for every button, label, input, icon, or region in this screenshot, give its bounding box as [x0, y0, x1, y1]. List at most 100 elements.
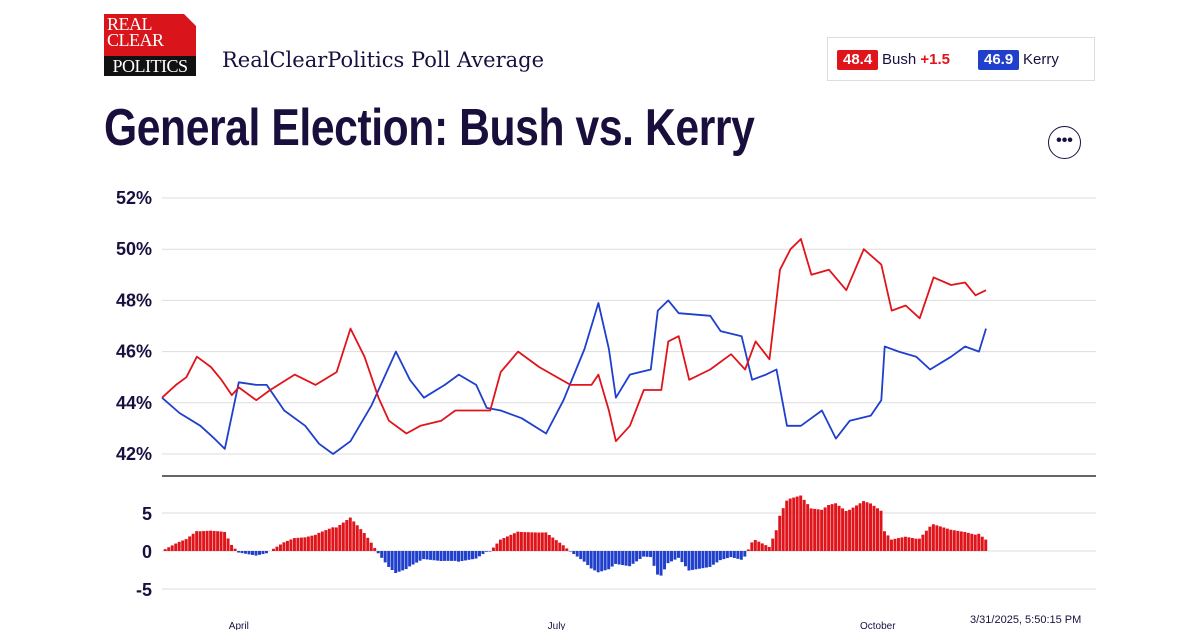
spread-bar [526, 532, 530, 551]
spread-bar [603, 551, 607, 571]
spread-bar [638, 551, 642, 559]
spread-bar [488, 551, 492, 552]
spread-bar [565, 548, 569, 551]
spread-bar [505, 536, 509, 551]
spread-bar [841, 508, 845, 551]
more-options-button[interactable]: ••• [1048, 126, 1081, 159]
spread-bar [244, 551, 248, 554]
spread-bar [373, 547, 377, 551]
spread-bar [205, 530, 209, 551]
spread-bar [537, 532, 541, 551]
kerry-line [161, 299, 987, 455]
spread-bar [649, 551, 653, 558]
spread-bar [436, 551, 440, 561]
legend: 48.4 Bush +1.5 46.9 Kerry [827, 37, 1095, 81]
y-tick-label: 0 [142, 542, 152, 562]
kerry-value-badge: 46.9 [978, 50, 1020, 70]
spread-bar [216, 531, 220, 551]
spread-bar [209, 530, 213, 551]
spread-bar [394, 551, 398, 574]
spread-bar [607, 551, 611, 570]
spread-bar [956, 530, 960, 551]
logo-fold [184, 14, 196, 26]
ellipsis-icon: ••• [1056, 132, 1073, 149]
y-tick-label: 5 [142, 504, 152, 524]
spread-bar [376, 551, 380, 554]
spread-bar [680, 551, 684, 563]
spread-bar [572, 551, 576, 555]
bush-label: Bush +1.5 [882, 51, 950, 68]
spread-bar [806, 504, 810, 551]
spread-bar [380, 551, 384, 558]
spread-bar [781, 508, 785, 551]
spread-bar [411, 551, 415, 565]
spread-bar [226, 538, 230, 551]
spread-bar [834, 503, 838, 551]
spread-bar [586, 551, 590, 566]
spread-bar [942, 527, 946, 551]
spread-bar [694, 551, 698, 570]
spread-bar [519, 532, 523, 551]
spread-bar [530, 532, 534, 551]
spread-bar [191, 533, 195, 551]
spread-bar [767, 546, 771, 551]
spread-bar [736, 551, 740, 559]
spread-bar [575, 551, 579, 557]
spread-bar [708, 551, 712, 567]
spread-bar [425, 551, 429, 560]
spread-bar [610, 551, 614, 567]
spread-bar [401, 551, 405, 571]
spread-bar [195, 531, 199, 551]
spread-bar [432, 551, 436, 561]
x-tick-label: April [229, 621, 249, 630]
spread-bar [631, 551, 635, 564]
spread-bar [876, 508, 879, 551]
y-tick-label: 44% [116, 393, 152, 413]
y-tick-label: 46% [116, 342, 152, 362]
spread-bar [715, 551, 719, 563]
spread-bar [415, 551, 419, 563]
spread-bar [334, 527, 338, 551]
spread-bar [697, 551, 701, 569]
spread-bar [181, 540, 185, 551]
spread-bar [369, 542, 373, 551]
spread-bar [652, 551, 656, 566]
spread-bar [474, 551, 478, 559]
spread-bar [265, 551, 268, 554]
spread-bar [656, 551, 660, 575]
spread-bar [848, 509, 852, 551]
spread-bar [540, 532, 544, 551]
spread-bar [163, 549, 167, 551]
spread-bar [341, 522, 345, 551]
spread-bar [690, 551, 694, 570]
spread-bar [917, 538, 921, 551]
spread-bar [593, 551, 597, 571]
spread-bar [258, 551, 261, 555]
spread-bar [963, 532, 967, 551]
spread-bar [345, 520, 349, 551]
spread-bar [614, 551, 618, 564]
spread-bar [202, 531, 206, 551]
spread-bar [862, 501, 866, 551]
spread-bar [212, 530, 216, 551]
spread-bar [498, 539, 502, 551]
spread-bar [830, 504, 834, 551]
spread-bar [251, 551, 255, 555]
spread-bar [795, 496, 799, 551]
spread-bar [928, 526, 932, 551]
spread-bar [827, 505, 831, 551]
spread-bar [886, 535, 890, 551]
spread-bar [959, 531, 963, 551]
spread-bar [907, 537, 911, 551]
spread-bar [310, 535, 314, 551]
spread-bar [589, 551, 593, 569]
spread-bar [278, 544, 282, 551]
spread-bar [792, 497, 796, 551]
spread-bar [865, 502, 869, 551]
spread-bar [464, 551, 467, 561]
spread-bar [889, 539, 893, 551]
spread-bar [320, 531, 324, 551]
spread-bar [802, 499, 806, 551]
spread-bar [621, 551, 625, 566]
